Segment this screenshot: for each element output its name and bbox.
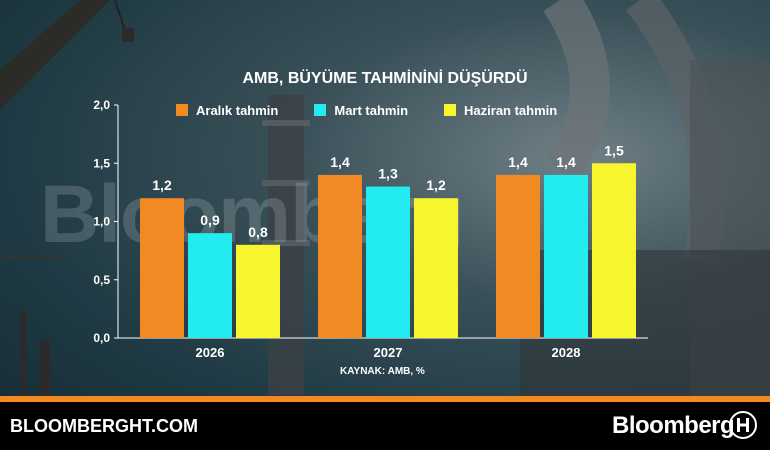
y-tick-label: 2,0: [93, 98, 110, 112]
data-label: 1,2: [152, 177, 172, 193]
chart-title: AMB, BÜYÜME TAHMİNİNİ DÜŞÜRDÜ: [242, 70, 528, 87]
legend-swatch-mart: [314, 104, 327, 116]
y-tick-label: 0,0: [93, 331, 110, 345]
y-tick-label: 1,5: [93, 156, 110, 170]
x-tick-label: 2026: [196, 345, 225, 360]
bar: [366, 186, 410, 338]
bar: [236, 244, 280, 338]
data-label: 1,5: [604, 142, 624, 158]
legend-label-mart: Mart tahmin: [334, 102, 409, 118]
chart-legend: Aralık tahmin Mart tahmin Haziran tahmin: [176, 100, 593, 120]
legend-item-aralik: Aralık tahmin: [176, 100, 278, 120]
bar: [140, 198, 184, 338]
data-label: 1,4: [556, 154, 576, 170]
footer: BLOOMBERGHT.COM Bloomberg: [0, 402, 770, 450]
legend-swatch-aralik: [176, 104, 188, 116]
chart-source: KAYNAK: AMB, %: [340, 366, 425, 377]
y-tick-label: 0,5: [93, 273, 110, 287]
bar: [188, 233, 232, 338]
bar: [544, 174, 588, 338]
data-label: 0,9: [200, 212, 220, 228]
legend-swatch-haziran: [444, 104, 457, 116]
data-label: 1,4: [508, 154, 528, 170]
bar: [496, 174, 540, 338]
legend-label-aralik: Aralık tahmin: [196, 102, 279, 118]
legend-item-haziran: Haziran tahmin: [444, 100, 557, 120]
footer-brand: Bloomberg: [612, 412, 735, 439]
x-tick-label: 2027: [374, 345, 403, 360]
legend-item-mart: Mart tahmin: [314, 100, 408, 120]
bloomberg-ht-logo-icon: [729, 411, 757, 439]
bar: [414, 198, 458, 338]
data-label: 1,2: [426, 177, 446, 193]
bar: [592, 163, 636, 338]
footer-accent-bar: [0, 396, 770, 402]
y-tick-label: 1,0: [93, 215, 110, 229]
x-tick-label: 2028: [552, 345, 581, 360]
legend-label-haziran: Haziran tahmin: [464, 102, 558, 118]
data-label: 1,3: [378, 166, 398, 182]
footer-site: BLOOMBERGHT.COM: [10, 416, 198, 436]
data-label: 1,4: [330, 154, 350, 170]
data-label: 0,8: [248, 224, 268, 240]
bar: [318, 174, 362, 338]
